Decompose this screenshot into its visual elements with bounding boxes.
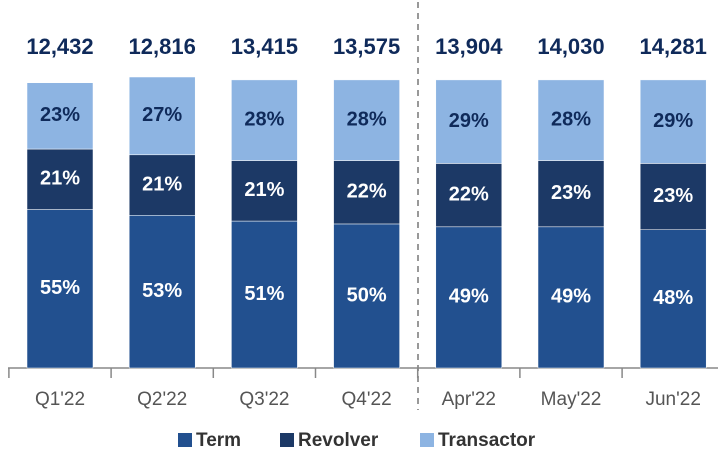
x-tick-label: Q2'22 — [137, 389, 187, 410]
bar-segment — [639, 79, 707, 164]
bar-segment — [333, 160, 400, 225]
bar-segment — [128, 76, 196, 156]
legend-swatch — [420, 433, 434, 447]
data-label: 23% — [653, 185, 693, 207]
x-tick-label: May'22 — [541, 389, 602, 410]
legend-swatch — [280, 433, 294, 447]
legend-label: Term — [196, 430, 241, 451]
bar-segment — [333, 223, 400, 369]
data-label: 28% — [244, 108, 284, 130]
data-label: 29% — [449, 110, 489, 132]
data-label: 28% — [347, 108, 387, 130]
data-label: 49% — [449, 286, 489, 308]
data-label: 53% — [142, 280, 182, 302]
bar-segment — [435, 163, 503, 228]
total-label: 13,904 — [435, 34, 503, 59]
data-label: 22% — [449, 183, 489, 205]
data-label: 21% — [142, 173, 182, 195]
x-tick-label: Jun'22 — [645, 389, 700, 410]
bar-segment — [333, 79, 400, 161]
data-label: 21% — [40, 168, 80, 190]
x-tick-label: Q1'22 — [35, 389, 85, 410]
bar-segment — [639, 229, 707, 369]
total-label: 13,415 — [231, 34, 298, 59]
bar-segment — [128, 215, 196, 369]
data-label: 29% — [653, 110, 693, 132]
data-label: 50% — [347, 284, 387, 306]
x-tick-label: Q3'22 — [239, 389, 289, 410]
bar-segment — [537, 226, 605, 369]
total-label: 12,816 — [129, 34, 196, 59]
legend-label: Transactor — [438, 430, 536, 451]
bar-segment — [26, 209, 94, 369]
data-label: 51% — [244, 283, 284, 305]
total-label: 14,030 — [537, 34, 604, 59]
data-label: 21% — [244, 179, 284, 201]
data-label: 23% — [40, 104, 80, 126]
total-label: 13,575 — [333, 34, 400, 59]
total-label: 12,432 — [26, 34, 93, 59]
bar-segment — [639, 163, 707, 230]
bar-segment — [435, 226, 503, 369]
data-label: 55% — [40, 277, 80, 299]
data-label: 28% — [551, 108, 591, 130]
bar-segment — [26, 82, 94, 150]
data-label: 48% — [653, 287, 693, 309]
data-label: 27% — [142, 104, 182, 126]
x-tick-label: Apr'22 — [442, 389, 496, 410]
data-label: 23% — [551, 182, 591, 204]
bar-segment — [435, 79, 503, 164]
data-label: 22% — [347, 181, 387, 203]
bar-segment — [26, 148, 94, 210]
bar-segment — [537, 160, 605, 228]
bar-segment — [537, 79, 605, 161]
x-tick-label: Q4'22 — [342, 389, 392, 410]
legend-swatch — [178, 433, 192, 447]
data-label: 49% — [551, 286, 591, 308]
bar-segment — [231, 79, 298, 161]
bar-segment — [231, 220, 298, 369]
bar-segment — [128, 154, 196, 216]
total-label: 14,281 — [640, 34, 707, 59]
legend-label: Revolver — [298, 430, 379, 451]
